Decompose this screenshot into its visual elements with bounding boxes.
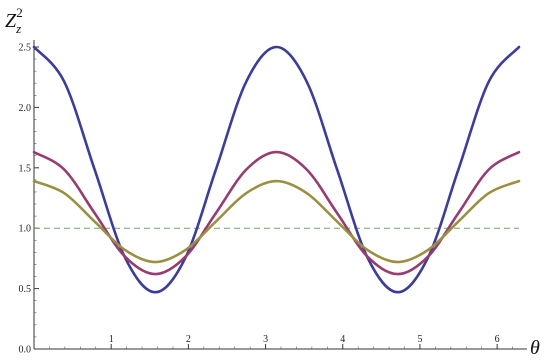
x-tick-label: 5 (417, 334, 422, 345)
series-line-1 (32, 45, 521, 294)
y-tick-label: 2.0 (19, 103, 32, 114)
y-axis-label-sub: z (15, 21, 21, 36)
series-line-3 (32, 179, 521, 264)
y-tick-label: 2.5 (19, 43, 32, 54)
x-tick-label: 2 (186, 334, 191, 345)
x-tick-label: 4 (340, 334, 345, 345)
y-tick-label: 1.5 (19, 163, 32, 174)
y-tick-label: 1.0 (19, 224, 32, 235)
series-lines (32, 45, 521, 294)
y-axis-label-sup: 2 (16, 5, 23, 20)
series-line-2 (32, 150, 521, 276)
x-axis-label: θ (530, 337, 540, 359)
axes (33, 40, 527, 350)
x-tick-label: 6 (495, 334, 500, 345)
x-tick-label: 3 (263, 334, 268, 345)
x-tick-label: 1 (109, 334, 114, 345)
y-tick-label: 0.0 (19, 345, 32, 356)
axis-labels: Zz2 θ (5, 5, 540, 359)
y-axis-label-base: Z (5, 10, 17, 32)
ticks: 0.0 0.5 1.0 1.5 2.0 2.5 1 2 3 4 5 6 (19, 43, 513, 356)
y-axis-label: Zz2 (5, 5, 23, 36)
y-tick-label: 0.5 (19, 284, 32, 295)
